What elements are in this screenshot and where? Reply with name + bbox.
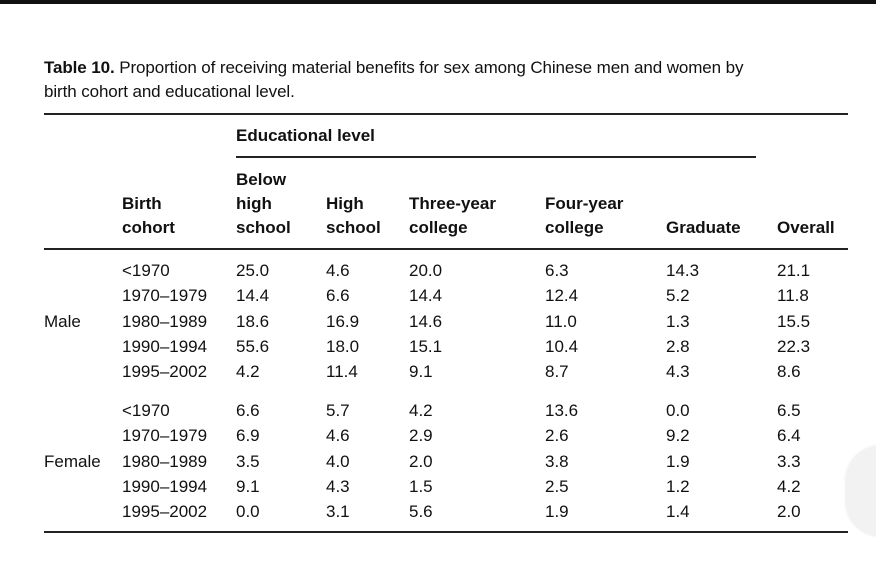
- cell: 1990–1994: [122, 337, 208, 356]
- cell: <1970: [122, 401, 170, 420]
- header-graduate: Graduate: [666, 218, 741, 237]
- cell: 6.4: [777, 426, 801, 445]
- cell: <1970: [122, 261, 170, 280]
- cell: 11.8: [777, 286, 809, 305]
- cell: 10.4: [545, 337, 579, 356]
- header-four-1: Four-year: [545, 194, 624, 213]
- cell: 1.5: [409, 477, 433, 496]
- cell: 18.0: [326, 337, 360, 356]
- educational-level-rule: [236, 156, 756, 158]
- cell: 4.2: [777, 477, 801, 496]
- header-below-1: Below: [236, 170, 287, 189]
- table-bottom-rule: [44, 531, 848, 533]
- cell: 1980–1989: [122, 452, 208, 471]
- cell: 2.0: [777, 502, 801, 521]
- cell: 4.6: [326, 261, 350, 280]
- cell: 3.3: [777, 452, 801, 471]
- cell: 9.2: [666, 426, 690, 445]
- header-four-2: college: [545, 218, 604, 237]
- cell: 8.7: [545, 362, 569, 381]
- cell: 1970–1979: [122, 286, 208, 305]
- cell: 2.0: [409, 452, 433, 471]
- cell: 6.5: [777, 401, 801, 420]
- cell: 9.1: [409, 362, 433, 381]
- cell: 4.6: [326, 426, 350, 445]
- cell: 2.6: [545, 426, 569, 445]
- cell: 0.0: [236, 502, 260, 521]
- cell: 13.6: [545, 401, 579, 420]
- group-label-female: Female: [44, 452, 101, 471]
- cell: 4.3: [326, 477, 350, 496]
- cell: 1980–1989: [122, 312, 208, 331]
- caption-text-2: birth cohort and educational level.: [44, 82, 295, 101]
- cell: 15.1: [409, 337, 443, 356]
- top-border: [0, 0, 876, 4]
- caption-label: Table 10.: [44, 58, 115, 77]
- header-below-2: high: [236, 194, 272, 213]
- cell: 2.8: [666, 337, 690, 356]
- cell: 1990–1994: [122, 477, 208, 496]
- cell: 0.0: [666, 401, 690, 420]
- cell: 6.6: [236, 401, 260, 420]
- cell: 1.4: [666, 502, 690, 521]
- cell: 20.0: [409, 261, 443, 280]
- group-label-male: Male: [44, 312, 81, 331]
- header-birth-1: Birth: [122, 194, 162, 213]
- cell: 3.1: [326, 502, 350, 521]
- header-below-3: school: [236, 218, 291, 237]
- header-high-1: High: [326, 194, 364, 213]
- header-overall: Overall: [777, 218, 835, 237]
- cell: 6.9: [236, 426, 260, 445]
- header-three-2: college: [409, 218, 468, 237]
- header-three-1: Three-year: [409, 194, 496, 213]
- cell: 1970–1979: [122, 426, 208, 445]
- cell: 11.0: [545, 312, 577, 331]
- cell: 14.4: [236, 286, 270, 305]
- cell: 5.6: [409, 502, 433, 521]
- cell: 5.2: [666, 286, 690, 305]
- floating-scroll-handle[interactable]: [846, 446, 876, 536]
- cell: 14.4: [409, 286, 443, 305]
- cell: 4.2: [236, 362, 260, 381]
- cell: 5.7: [326, 401, 350, 420]
- cell: 55.6: [236, 337, 270, 356]
- cell: 1995–2002: [122, 502, 208, 521]
- cell: 21.1: [777, 261, 811, 280]
- cell: 8.6: [777, 362, 801, 381]
- cell: 2.5: [545, 477, 569, 496]
- table-top-rule: [44, 113, 848, 115]
- cell: 4.0: [326, 452, 350, 471]
- educational-level-header: Educational level: [236, 126, 375, 145]
- cell: 2.9: [409, 426, 433, 445]
- cell: 6.6: [326, 286, 350, 305]
- cell: 15.5: [777, 312, 811, 331]
- cell: 1.2: [666, 477, 690, 496]
- cell: 4.3: [666, 362, 690, 381]
- header-bottom-rule: [44, 248, 848, 250]
- cell: 1.9: [545, 502, 569, 521]
- caption-text: Proportion of receiving material benefit…: [119, 58, 744, 77]
- cell: 1.3: [666, 312, 690, 331]
- cell: 25.0: [236, 261, 270, 280]
- cell: 12.4: [545, 286, 579, 305]
- cell: 14.3: [666, 261, 700, 280]
- header-high-2: school: [326, 218, 381, 237]
- cell: 4.2: [409, 401, 433, 420]
- cell: 1995–2002: [122, 362, 208, 381]
- cell: 16.9: [326, 312, 360, 331]
- cell: 6.3: [545, 261, 569, 280]
- cell: 11.4: [326, 362, 358, 381]
- cell: 18.6: [236, 312, 270, 331]
- cell: 1.9: [666, 452, 690, 471]
- cell: 3.5: [236, 452, 260, 471]
- header-birth-2: cohort: [122, 218, 175, 237]
- cell: 9.1: [236, 477, 260, 496]
- cell: 14.6: [409, 312, 443, 331]
- cell: 22.3: [777, 337, 811, 356]
- cell: 3.8: [545, 452, 569, 471]
- table-caption: Table 10. Proportion of receiving materi…: [44, 56, 844, 104]
